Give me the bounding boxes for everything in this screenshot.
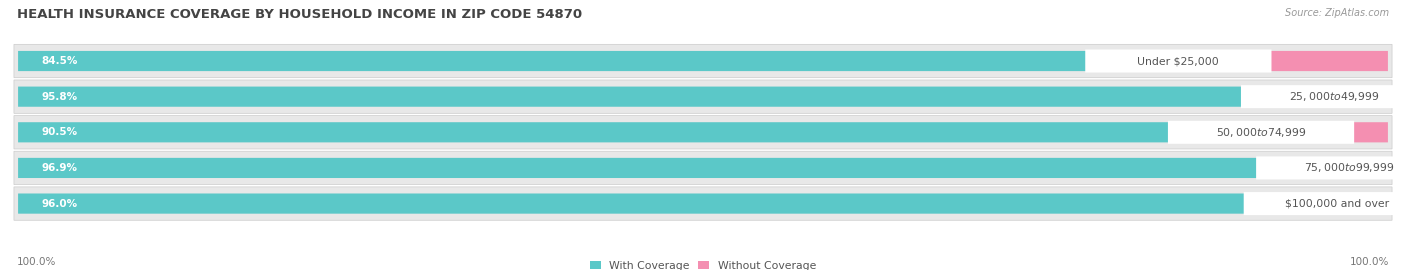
Text: 100.0%: 100.0% xyxy=(17,257,56,267)
FancyBboxPatch shape xyxy=(1340,194,1388,214)
FancyBboxPatch shape xyxy=(18,158,1350,178)
FancyBboxPatch shape xyxy=(1085,49,1271,73)
Text: 84.5%: 84.5% xyxy=(42,56,77,66)
FancyBboxPatch shape xyxy=(18,87,1334,107)
Text: $100,000 and over: $100,000 and over xyxy=(1285,198,1389,209)
FancyBboxPatch shape xyxy=(1168,121,1354,144)
Text: 96.0%: 96.0% xyxy=(42,198,77,209)
FancyBboxPatch shape xyxy=(1181,51,1388,71)
Text: $50,000 to $74,999: $50,000 to $74,999 xyxy=(1216,126,1306,139)
FancyBboxPatch shape xyxy=(18,122,1261,142)
FancyBboxPatch shape xyxy=(14,187,1392,220)
FancyBboxPatch shape xyxy=(14,44,1392,78)
Text: HEALTH INSURANCE COVERAGE BY HOUSEHOLD INCOME IN ZIP CODE 54870: HEALTH INSURANCE COVERAGE BY HOUSEHOLD I… xyxy=(17,8,582,21)
Text: $25,000 to $49,999: $25,000 to $49,999 xyxy=(1289,90,1379,103)
FancyBboxPatch shape xyxy=(1241,85,1406,108)
Text: $75,000 to $99,999: $75,000 to $99,999 xyxy=(1303,161,1395,174)
Text: 96.9%: 96.9% xyxy=(42,163,77,173)
Text: Under $25,000: Under $25,000 xyxy=(1137,56,1219,66)
FancyBboxPatch shape xyxy=(1353,158,1388,178)
FancyBboxPatch shape xyxy=(18,51,1178,71)
Text: 100.0%: 100.0% xyxy=(1350,257,1389,267)
Text: 95.8%: 95.8% xyxy=(42,92,77,102)
Text: Source: ZipAtlas.com: Source: ZipAtlas.com xyxy=(1285,8,1389,18)
FancyBboxPatch shape xyxy=(1244,192,1406,215)
FancyBboxPatch shape xyxy=(1264,122,1388,142)
FancyBboxPatch shape xyxy=(18,194,1337,214)
Text: 90.5%: 90.5% xyxy=(42,127,77,137)
FancyBboxPatch shape xyxy=(1256,156,1406,180)
FancyBboxPatch shape xyxy=(14,116,1392,149)
FancyBboxPatch shape xyxy=(14,151,1392,185)
FancyBboxPatch shape xyxy=(14,80,1392,113)
Legend: With Coverage, Without Coverage: With Coverage, Without Coverage xyxy=(588,259,818,270)
FancyBboxPatch shape xyxy=(1337,87,1388,107)
